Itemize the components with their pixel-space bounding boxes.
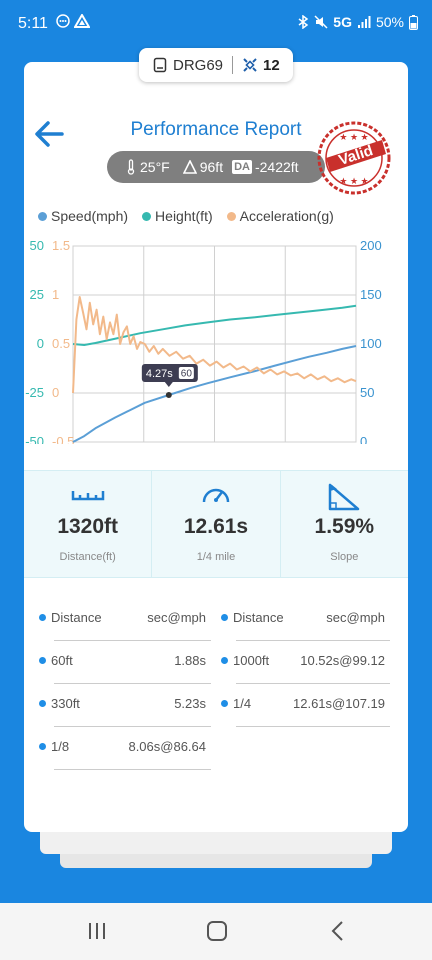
svg-text:★ ★ ★: ★ ★ ★ xyxy=(339,132,368,142)
stat-slope: 1.59% Slope xyxy=(281,471,408,577)
status-time: 5:11 xyxy=(18,15,48,33)
axis-tick-left-inner: 1.5 xyxy=(52,238,70,253)
stat-value: 1.59% xyxy=(281,515,408,539)
axis-tick-left-outer: -25 xyxy=(25,385,44,400)
legend-item-height[interactable]: Height(ft) xyxy=(142,208,213,224)
split-cell: 330ft 5.23s xyxy=(24,684,211,727)
axis-tick-right: 100 xyxy=(360,336,382,351)
battery-icon xyxy=(409,15,418,30)
network-type: 5G xyxy=(333,14,352,30)
bluetooth-icon xyxy=(297,15,309,29)
status-notification-icons xyxy=(56,14,90,28)
mute-icon xyxy=(314,15,328,29)
thermometer-icon xyxy=(125,159,137,175)
stat-quarter-mile: 12.61s 1/4 mile xyxy=(152,471,280,577)
chat-icon xyxy=(56,14,70,28)
ruler-icon xyxy=(71,483,105,505)
tooltip-pointer xyxy=(165,382,173,387)
split-cell: 1000ft 10.52s@99.12 xyxy=(211,641,390,684)
splits-row: 1/8 8.06s@86.64 xyxy=(24,727,408,770)
nav-back-icon[interactable] xyxy=(330,921,346,941)
split-cell: 60ft 1.88s xyxy=(24,641,211,684)
density-altitude: -2422ft xyxy=(255,159,299,175)
recent-apps-icon[interactable] xyxy=(86,921,108,941)
temperature: 25°F xyxy=(140,159,170,175)
report-card: Performance Report 25°F 96ft DA -2422ft … xyxy=(24,62,408,832)
stat-label: 1/4 mile xyxy=(152,551,279,563)
chart-legend: Speed(mph) Height(ft) Acceleration(g) xyxy=(38,208,334,224)
triangle-app-icon xyxy=(74,14,90,28)
stats-panel: 1320ft Distance(ft) 12.61s 1/4 mile 1.59… xyxy=(24,470,408,578)
splits-row: 330ft 5.23s 1/4 12.61s@107.19 xyxy=(24,684,408,727)
conditions-pill: 25°F 96ft DA -2422ft xyxy=(107,151,325,183)
axis-tick-left-inner: 0.5 xyxy=(52,336,70,351)
device-id: DRG69 xyxy=(173,57,223,74)
stamp-text: Valid xyxy=(337,142,376,169)
slope-icon xyxy=(327,483,361,511)
stat-value: 1320ft xyxy=(24,515,151,539)
card-stack-shadow-1 xyxy=(40,830,392,854)
satellite-count: 12 xyxy=(263,57,280,74)
stat-label: Slope xyxy=(281,551,408,563)
axis-tick-left-inner: 0 xyxy=(52,385,59,400)
elevation-icon xyxy=(183,160,197,174)
split-cell: 1/8 8.06s@86.64 xyxy=(24,727,211,770)
split-cell: Distance sec@mph xyxy=(24,598,211,641)
axis-tick-left-inner: -0.5 xyxy=(52,434,74,444)
splits-header-row: Distance sec@mph Distance sec@mph xyxy=(24,598,408,641)
tooltip-point xyxy=(166,392,172,398)
valid-stamp-icon: Valid ★ ★ ★ ★ ★ ★ xyxy=(316,120,392,196)
da-badge: DA xyxy=(232,160,252,174)
axis-tick-left-outer: -50 xyxy=(25,434,44,444)
stat-value: 12.61s xyxy=(152,515,279,539)
stat-label: Distance(ft) xyxy=(24,551,151,563)
svg-text:★ ★ ★: ★ ★ ★ xyxy=(339,176,368,186)
home-icon[interactable] xyxy=(206,921,228,941)
axis-tick-right: 200 xyxy=(360,238,382,253)
performance-chart[interactable]: 50 25 0 -25 -50 1.5 1 0.5 0 -0.5 200 150 100 50 0 4.27s… xyxy=(24,234,408,444)
axis-tick-left-outer: 50 xyxy=(30,238,44,253)
battery-percent: 50% xyxy=(376,14,404,30)
axis-tick-left-inner: 1 xyxy=(52,287,59,302)
status-right: 5G 50% xyxy=(297,14,418,30)
axis-tick-left-outer: 25 xyxy=(30,287,44,302)
legend-item-acceleration[interactable]: Acceleration(g) xyxy=(227,208,334,224)
device-icon xyxy=(153,57,167,73)
axis-tick-right: 150 xyxy=(360,287,382,302)
speedometer-icon xyxy=(201,483,231,507)
nav-bar xyxy=(0,903,432,960)
device-pill[interactable]: DRG69 12 xyxy=(139,48,293,82)
splits-table: Distance sec@mph Distance sec@mph 60ft 1.88… xyxy=(24,598,408,770)
satellite-icon xyxy=(242,57,258,73)
split-cell: Distance sec@mph xyxy=(211,598,390,641)
tooltip-value: 60 xyxy=(181,368,193,379)
signal-icon xyxy=(357,15,371,29)
tooltip-time: 4.27s xyxy=(146,368,173,380)
axis-tick-left-outer: 0 xyxy=(37,336,44,351)
stat-distance: 1320ft Distance(ft) xyxy=(24,471,152,577)
legend-item-speed[interactable]: Speed(mph) xyxy=(38,208,128,224)
axis-tick-right: 0 xyxy=(360,434,367,444)
status-bar: 5:11 5G 50% xyxy=(0,0,432,44)
axis-tick-right: 50 xyxy=(360,385,374,400)
split-cell: 1/4 12.61s@107.19 xyxy=(211,684,390,727)
splits-row: 60ft 1.88s 1000ft 10.52s@99.12 xyxy=(24,641,408,684)
elevation: 96ft xyxy=(200,159,223,175)
